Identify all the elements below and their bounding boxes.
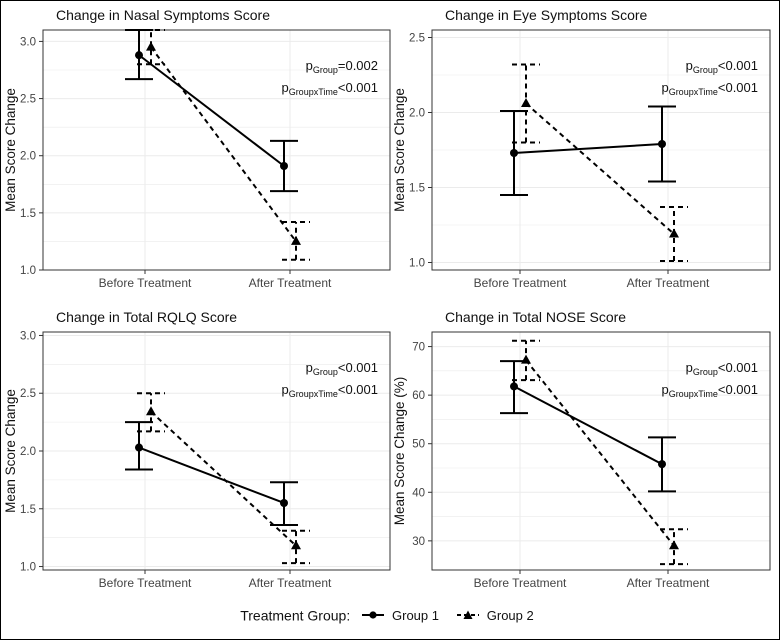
chart-panel-2: Change in Eye Symptoms Score 1.0 1.5 2.0 2.5…: [392, 7, 771, 290]
x-tick-label: After Treatment: [249, 576, 332, 590]
stat-annotation: pGroup=0.002: [306, 58, 378, 75]
data-point-group2: [291, 235, 301, 245]
stat-annotation: pGroupxTime<0.001: [281, 382, 378, 399]
data-point-group1: [510, 149, 518, 157]
stat-annotation: pGroup<0.001: [686, 360, 758, 377]
y-tick-label: 1.5: [20, 208, 36, 220]
legend-label-group2: Group 2: [486, 607, 534, 623]
data-point-group1: [135, 51, 143, 60]
series-line-2: [525, 359, 675, 547]
y-axis-label: Mean Score Change: [3, 389, 18, 513]
y-tick-label: 2.5: [20, 388, 36, 400]
series-line-2: [150, 410, 297, 547]
chart-title: Change in Nasal Symptoms Score: [56, 7, 270, 23]
panel-border: [42, 29, 391, 271]
stat-annotation: pGroupxTime<0.001: [661, 80, 758, 97]
y-tick-label: 1.0: [409, 258, 425, 270]
data-point-group1: [658, 460, 666, 469]
y-tick-label: 1.5: [409, 183, 425, 195]
y-tick-label: 1.5: [20, 504, 36, 516]
stat-annotation: pGroup<0.001: [306, 360, 378, 377]
y-tick-label: 1.0: [20, 265, 36, 277]
panel-border: [431, 331, 771, 571]
chart-panel-3: Change in Total RQLQ Score 1.0 1.5 2.0 2.5 3.…: [3, 309, 391, 590]
y-tick-label: 2.0: [20, 446, 36, 458]
chart-title: Change in Total RQLQ Score: [56, 309, 237, 325]
y-axis-label: Mean Score Change (%): [392, 377, 407, 526]
y-tick-label: 30: [412, 536, 425, 548]
data-point-group2: [146, 406, 156, 416]
panel-border: [431, 29, 771, 271]
data-point-group2: [669, 540, 679, 550]
panel-background: [432, 332, 770, 570]
data-point-group1: [510, 382, 518, 391]
y-tick-label: 2.0: [20, 151, 36, 163]
data-point-group1: [135, 443, 143, 452]
series-line-2: [525, 102, 675, 235]
y-tick-label: 1.0: [20, 562, 36, 574]
y-tick-label: 70: [412, 342, 425, 354]
y-axis-label: Mean Score Change: [392, 88, 407, 212]
series-line-2: [150, 46, 297, 243]
y-tick-label: 2.0: [409, 108, 425, 120]
y-axis-label: Mean Score Change: [3, 88, 18, 212]
x-tick-label: Before Treatment: [474, 276, 567, 290]
y-tick-label: 40: [412, 487, 425, 499]
y-tick-label: 60: [412, 390, 425, 402]
stat-annotation: pGroup<0.001: [686, 58, 758, 75]
legend-swatch-group2: [455, 608, 481, 622]
series-line-1: [513, 143, 663, 154]
y-tick-label: 2.5: [409, 33, 425, 45]
x-tick-label: Before Treatment: [474, 576, 567, 590]
data-point-group2: [669, 228, 679, 238]
data-point-group1: [658, 140, 666, 148]
y-tick-label: 3.0: [20, 36, 36, 48]
data-point-group2: [146, 41, 156, 51]
x-tick-label: After Treatment: [627, 276, 710, 290]
x-tick-label: After Treatment: [249, 276, 332, 290]
series-line-1: [138, 54, 285, 167]
data-point-group2: [521, 98, 531, 107]
legend-label-group1: Group 1: [392, 607, 439, 623]
x-tick-label: Before Treatment: [99, 576, 192, 590]
legend-swatch-group1: [360, 608, 386, 622]
y-tick-label: 50: [412, 439, 425, 451]
x-tick-label: Before Treatment: [99, 276, 192, 290]
chart-panel-4: Change in Total NOSE Score 30 40 50 60 70 Mean…: [392, 309, 771, 590]
y-tick-label: 3.0: [20, 330, 36, 342]
legend-title: Treatment Group:: [240, 607, 351, 624]
legend: Treatment Group: Group 1 Group 2: [0, 606, 780, 623]
series-line-1: [513, 385, 663, 465]
y-tick-label: 2.5: [20, 94, 36, 106]
data-point-group1: [280, 498, 288, 507]
data-point-group1: [280, 162, 288, 170]
chart-figure: Change in Nasal Symptoms Score 1.0 1.5 2.0 2…: [3, 7, 771, 590]
x-tick-label: After Treatment: [627, 576, 710, 590]
data-point-group2: [521, 354, 531, 364]
stat-annotation: pGroupxTime<0.001: [281, 80, 378, 97]
stat-annotation: pGroupxTime<0.001: [661, 382, 758, 399]
chart-panel-1: Change in Nasal Symptoms Score 1.0 1.5 2.0 2…: [3, 7, 391, 290]
series-line-1: [138, 446, 285, 504]
chart-title: Change in Eye Symptoms Score: [445, 7, 648, 23]
data-point-group2: [291, 540, 301, 550]
chart-title: Change in Total NOSE Score: [445, 309, 626, 325]
